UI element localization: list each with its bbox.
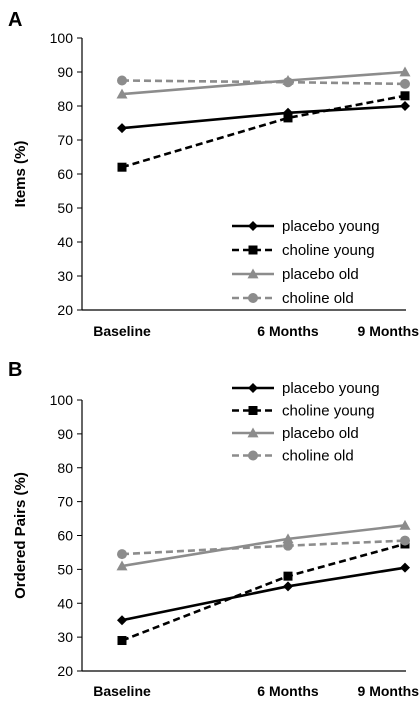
data-point [399, 519, 411, 530]
y-tick-label: 30 [57, 629, 73, 645]
y-tick-label: 50 [57, 561, 73, 577]
data-point [117, 123, 127, 134]
series-line [121, 566, 406, 622]
y-tick-label: 100 [50, 392, 74, 408]
y-tick-label: 70 [57, 494, 73, 510]
y-tick-label: 80 [57, 460, 73, 476]
legend-marker [248, 383, 258, 393]
data-point [117, 549, 127, 560]
x-tick-label: 9 Months [358, 323, 420, 339]
legend-marker [248, 406, 258, 415]
data-point [400, 78, 410, 89]
data-point [400, 101, 410, 111]
y-tick-label: 40 [57, 234, 73, 250]
y-tick-label: 80 [57, 98, 73, 114]
x-tick-label: 6 Months [257, 683, 319, 699]
y-tick-label: 40 [57, 595, 73, 611]
x-tick-label: Baseline [93, 323, 151, 339]
y-tick-label: 50 [57, 200, 73, 216]
series-line [121, 94, 406, 169]
series-choline-young [117, 91, 410, 172]
series-placebo-young [117, 101, 410, 134]
legend-label: choline old [282, 290, 354, 307]
legend: placebo young choline young placebo old cho… [232, 218, 380, 307]
legend-label: choline young [282, 242, 375, 259]
x-tick-label: 6 Months [257, 323, 319, 339]
data-point [283, 113, 293, 123]
data-point [283, 77, 293, 88]
legend: placebo young choline young placebo old cho… [232, 380, 380, 465]
y-axis-label: Ordered Pairs (%) [12, 472, 29, 599]
data-point [283, 581, 293, 592]
legend-label: placebo young [282, 218, 380, 235]
data-point [117, 615, 127, 626]
legend-label: placebo young [282, 380, 380, 397]
data-point [117, 75, 127, 86]
series-line [121, 524, 406, 568]
series-line [121, 70, 406, 96]
y-tick-label: 60 [57, 528, 73, 544]
y-tick-label: 90 [57, 64, 73, 80]
data-point [117, 162, 127, 172]
data-point [116, 560, 128, 571]
data-point [282, 533, 294, 544]
y-tick-label: 20 [57, 663, 73, 679]
x-tick-label: 9 Months [358, 683, 420, 699]
data-point [400, 535, 410, 546]
y-tick-label: 70 [57, 132, 73, 148]
legend-marker [248, 293, 258, 303]
data-point [400, 91, 410, 101]
y-tick-label: 20 [57, 302, 73, 318]
data-point [117, 636, 127, 646]
data-point [400, 562, 410, 573]
legend-label: placebo old [282, 425, 359, 442]
legend-marker [247, 268, 259, 279]
y-axis-label: Items (%) [12, 141, 29, 208]
panel-letter: B [8, 359, 22, 381]
series-placebo-old [116, 519, 411, 571]
y-tick-label: 30 [57, 268, 73, 284]
legend-marker [248, 245, 258, 255]
data-point [283, 571, 293, 581]
legend-marker [248, 221, 258, 231]
legend-marker [247, 427, 259, 438]
data-point [283, 540, 293, 551]
chart-panel-b: B 20 30 40 50 60 70 80 90 100 Baseline 6 Months 9 Mo… [8, 359, 419, 699]
y-tick-label: 90 [57, 426, 73, 442]
series-choline-old [117, 75, 410, 89]
y-tick-label: 60 [57, 166, 73, 182]
legend-label: placebo old [282, 266, 359, 283]
series-placebo-young [117, 562, 410, 626]
y-tick-label: 100 [50, 30, 74, 46]
legend-label: choline young [282, 403, 375, 420]
data-point [116, 88, 128, 99]
data-point [399, 66, 411, 77]
panel-letter: A [8, 9, 22, 31]
legend-marker [248, 450, 258, 461]
x-tick-label: Baseline [93, 683, 151, 699]
chart-panel-a: A 20 30 40 50 60 70 80 90 100 Baseline 6 Months 9 Mo… [8, 9, 419, 339]
series-choline-old [117, 535, 410, 560]
legend-label: choline old [282, 448, 354, 465]
